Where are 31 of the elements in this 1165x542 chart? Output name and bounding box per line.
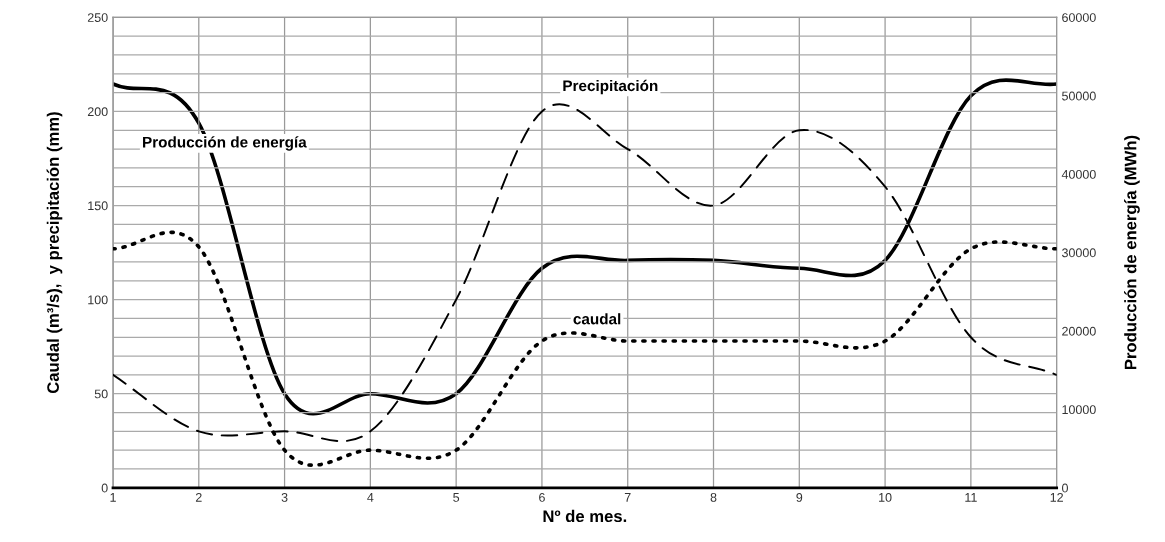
- x-tick-label: 7: [624, 493, 631, 502]
- y-tick-label: 100: [88, 295, 108, 305]
- x-tick-label: 6: [539, 492, 545, 502]
- y2-tick-label: 30000: [1061, 248, 1096, 258]
- x-tick-label: 11: [965, 493, 977, 502]
- x-tick-label: 4: [367, 493, 374, 502]
- y2-tick-label: 40000: [1061, 169, 1096, 179]
- x-tick-label: 10: [879, 492, 892, 502]
- series-label: Precipitación: [563, 79, 658, 95]
- y-tick-label: 150: [88, 201, 108, 211]
- x-tick-label: 3: [281, 492, 288, 502]
- series-label: Producción de energía: [143, 136, 307, 151]
- y-tick-label: 250: [87, 13, 108, 22]
- x-tick-label: 8: [710, 492, 717, 502]
- y-axis-title: Caudal (m³/s), y precipitación (mm): [46, 112, 63, 394]
- y2-tick-label: 50000: [1062, 91, 1096, 101]
- x-tick-label: 5: [453, 493, 460, 502]
- series-label: caudal: [573, 313, 621, 325]
- x-tick-label: 2: [195, 492, 202, 502]
- y-tick-label: 0: [101, 483, 108, 493]
- y2-tick-label: 0: [1062, 483, 1068, 493]
- y-tick-label: 50: [94, 389, 108, 399]
- y2-tick-label: 20000: [1062, 326, 1096, 336]
- y2-axis-title: Producción de energía (MWh): [1124, 135, 1140, 370]
- x-tick-label: 9: [796, 492, 803, 502]
- y2-tick-label: 60000: [1062, 13, 1096, 22]
- x-tick-label: 1: [110, 493, 116, 502]
- y2-tick-label: 10000: [1062, 405, 1096, 415]
- y-tick-label: 200: [87, 107, 108, 117]
- x-tick-label: 12: [1050, 492, 1063, 502]
- x-axis-title: Nº de mes.: [543, 509, 627, 523]
